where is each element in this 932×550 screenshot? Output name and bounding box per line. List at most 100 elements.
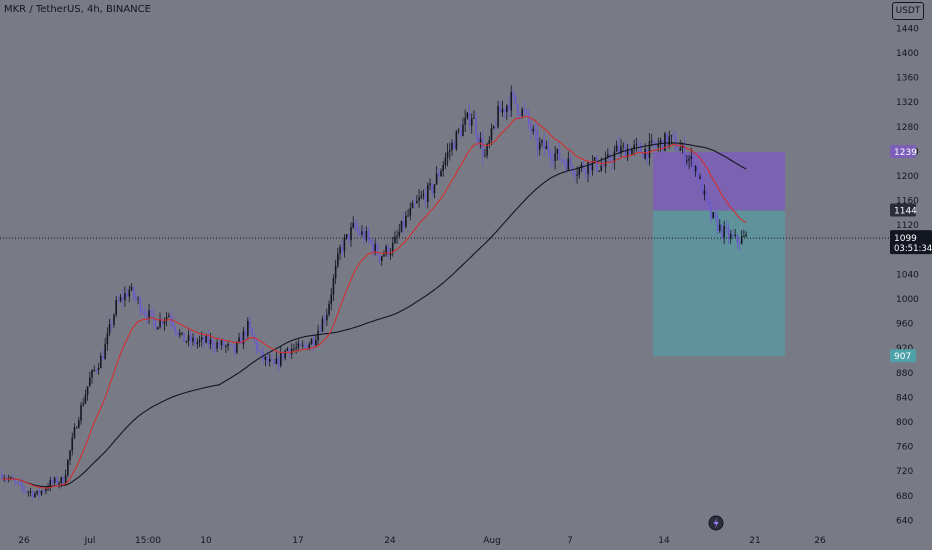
candle — [604, 151, 607, 174]
candle — [284, 349, 286, 361]
y-tick-label: 1360 — [896, 74, 919, 84]
y-tick-label: 800 — [896, 418, 913, 428]
candle — [508, 96, 510, 118]
candle — [251, 327, 254, 336]
y-tick-label: 640 — [896, 516, 913, 526]
candle — [543, 133, 545, 157]
candle — [350, 222, 352, 248]
x-tick-label: 10 — [200, 536, 212, 546]
symbol-title[interactable]: MKR / TetherUS, 4h, BINANCE — [4, 4, 151, 15]
y-tick-label: 1120 — [896, 221, 919, 231]
price-label-entry: 1144 — [890, 203, 917, 217]
y-tick-label: 720 — [896, 467, 913, 477]
candle — [159, 312, 161, 329]
candle — [538, 137, 541, 156]
candle — [499, 101, 502, 113]
candle — [124, 286, 126, 307]
candle — [367, 226, 370, 245]
candle — [301, 340, 304, 349]
candle — [286, 346, 289, 351]
y-tick-label: 680 — [896, 492, 913, 502]
price-label-text: 907 — [894, 352, 911, 362]
candle — [187, 329, 190, 347]
candle — [385, 244, 387, 257]
candle — [361, 225, 363, 238]
candle — [99, 352, 102, 369]
candle — [615, 140, 618, 152]
candle — [598, 170, 600, 173]
stop-zone[interactable] — [653, 152, 785, 211]
candle — [172, 315, 175, 331]
candle — [189, 329, 192, 349]
candle — [358, 226, 361, 237]
candle — [130, 283, 133, 292]
candle — [337, 248, 339, 269]
candle — [290, 343, 293, 360]
candle — [745, 231, 747, 238]
candle — [29, 487, 32, 497]
y-tick-label: 1280 — [896, 123, 919, 133]
candle — [378, 254, 381, 265]
candle — [343, 234, 346, 258]
candle — [712, 211, 714, 220]
candle — [547, 139, 550, 159]
candle — [185, 340, 188, 344]
target-zone[interactable] — [653, 210, 785, 357]
candle — [216, 337, 218, 353]
candle — [497, 100, 499, 129]
candle — [332, 274, 335, 302]
candle — [567, 151, 570, 171]
candle — [312, 333, 315, 352]
candle — [38, 487, 41, 499]
candle — [104, 337, 106, 360]
candle — [89, 371, 91, 387]
candle — [609, 150, 611, 164]
position-tool[interactable] — [653, 152, 785, 357]
candle — [545, 140, 548, 150]
candle — [596, 154, 598, 174]
candle — [178, 329, 181, 339]
candle — [369, 237, 372, 245]
candle — [714, 205, 717, 222]
y-tick-label: 1440 — [896, 24, 919, 34]
x-tick-label: 17 — [292, 536, 303, 546]
candle — [675, 130, 677, 152]
candle — [339, 244, 341, 261]
candle — [214, 340, 216, 355]
candle — [102, 349, 104, 361]
candle — [732, 229, 734, 238]
candle — [716, 212, 719, 235]
candle — [490, 123, 493, 146]
candle — [150, 310, 153, 318]
time-axis[interactable]: 26 Jul 15:00 10 17 24 Aug 7 14 21 26 — [18, 536, 826, 546]
candle — [137, 295, 139, 305]
candle — [141, 306, 144, 315]
candle — [297, 338, 300, 352]
candle — [690, 147, 693, 167]
candle — [402, 213, 405, 235]
candle — [530, 118, 532, 140]
candle — [82, 398, 85, 407]
lightning-icon[interactable] — [708, 515, 724, 531]
candle — [58, 481, 60, 489]
candle — [694, 164, 697, 177]
candle — [168, 312, 170, 318]
candle — [438, 168, 440, 180]
candle — [93, 365, 95, 372]
candle — [73, 423, 76, 440]
candle — [236, 341, 238, 354]
candle — [420, 190, 423, 200]
candle — [473, 110, 475, 119]
candle — [422, 189, 425, 200]
candle — [352, 216, 354, 229]
candle — [326, 308, 328, 327]
candle — [554, 145, 556, 170]
candle — [117, 294, 120, 304]
candle — [354, 219, 357, 233]
currency-badge[interactable]: USDT — [892, 2, 924, 20]
candle — [459, 123, 462, 140]
candle — [738, 239, 741, 251]
price-axis[interactable]: 6406807207608008408809209601000104010801… — [896, 24, 919, 526]
candle — [183, 332, 185, 342]
